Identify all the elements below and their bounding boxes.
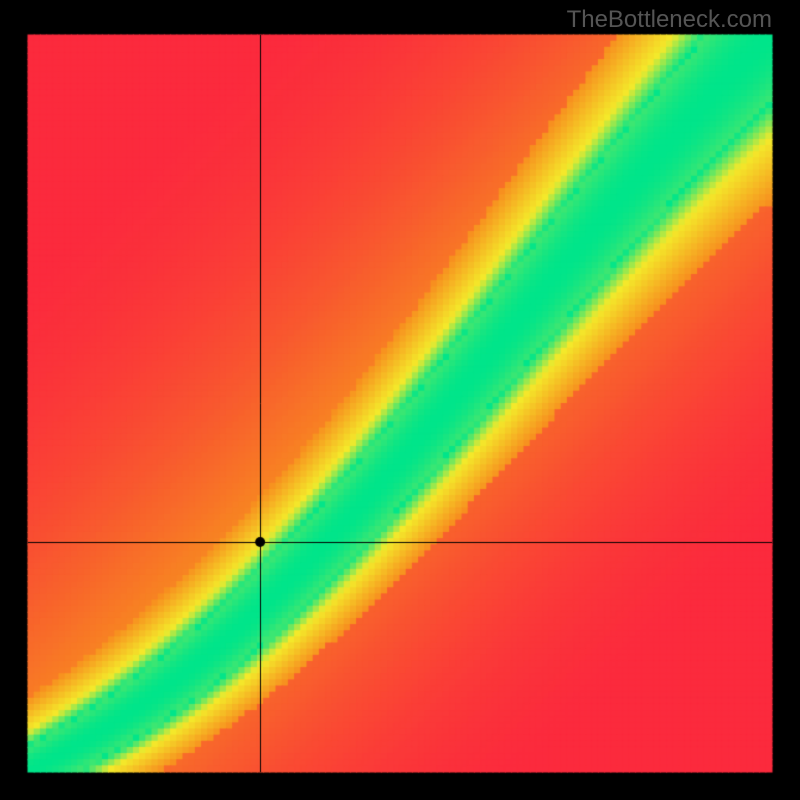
chart-container: { "watermark": { "text": "TheBottleneck.… <box>0 0 800 800</box>
bottleneck-heatmap <box>0 0 800 800</box>
watermark-text: TheBottleneck.com <box>567 6 772 34</box>
